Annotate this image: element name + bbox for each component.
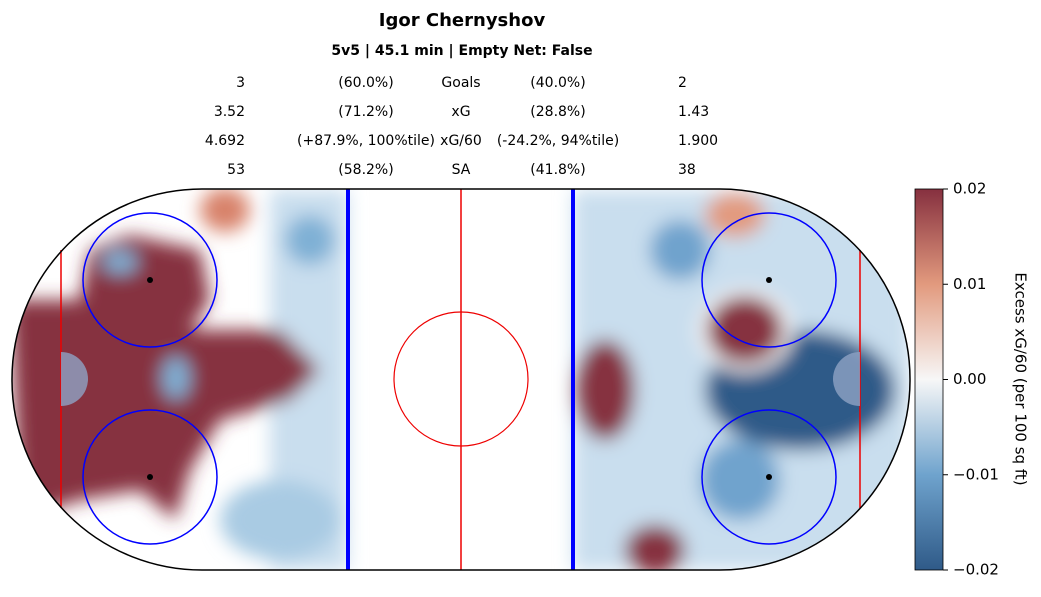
stat-cell: Goals bbox=[441, 75, 480, 91]
stat-cell: 3.52 bbox=[214, 104, 245, 120]
tick-label: −0.01 bbox=[953, 465, 999, 483]
stat-cell: 2 bbox=[678, 75, 687, 91]
colorbar-ticks: 0.02 0.01 0.00 −0.01 −0.02 bbox=[943, 180, 999, 579]
stat-cell: SA bbox=[452, 162, 471, 178]
colorbar-label: Excess xG/60 (per 100 sq ft) bbox=[1012, 272, 1030, 485]
stat-cell: xG bbox=[451, 104, 470, 120]
tick-label: 0.02 bbox=[953, 180, 986, 198]
tick-label: 0.00 bbox=[953, 370, 986, 388]
colorbar bbox=[914, 188, 944, 571]
stat-cell: 1.43 bbox=[678, 104, 709, 120]
tick-label: −0.02 bbox=[953, 561, 999, 579]
stat-cell: (28.8%) bbox=[530, 104, 585, 120]
title: Igor Chernyshov bbox=[379, 10, 546, 31]
stat-cell: 53 bbox=[227, 162, 245, 178]
stat-cell: (40.0%) bbox=[530, 75, 585, 91]
stats-table: 3 (60.0%) Goals (40.0%) 2 3.52 (71.2%) xG (28.8%… bbox=[205, 75, 718, 178]
stat-cell: (41.8%) bbox=[530, 162, 585, 178]
stat-cell: xG/60 bbox=[440, 133, 482, 149]
stat-cell: 3 bbox=[236, 75, 245, 91]
tick-label: 0.01 bbox=[953, 275, 986, 293]
stat-cell: 1.900 bbox=[678, 133, 718, 149]
stat-cell: (+87.9%, 100%tile) bbox=[297, 133, 435, 149]
stat-cell: 38 bbox=[678, 162, 696, 178]
rink-lines bbox=[11, 188, 911, 571]
stat-cell: (60.0%) bbox=[338, 75, 393, 91]
heatmap bbox=[12, 189, 910, 570]
stat-cell: (71.2%) bbox=[338, 104, 393, 120]
stat-cell: (-24.2%, 94%tile) bbox=[497, 133, 619, 149]
stat-cell: 4.692 bbox=[205, 133, 245, 149]
stat-cell: (58.2%) bbox=[338, 162, 393, 178]
subtitle: 5v5 | 45.1 min | Empty Net: False bbox=[331, 43, 592, 59]
